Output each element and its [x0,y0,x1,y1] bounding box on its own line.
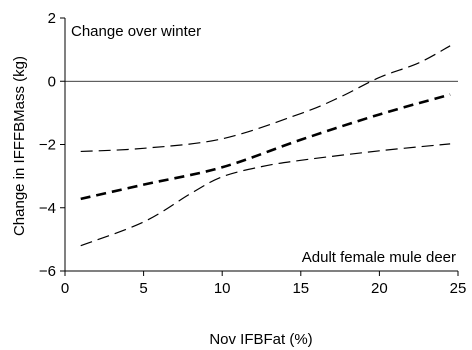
x-axis-label: Nov IFBFat (%) [209,331,312,348]
y-tick-label: −2 [39,137,56,154]
annotation-top-left: Change over winter [71,23,201,40]
y-tick-label: −6 [39,263,56,280]
upper-confidence-line [80,45,451,153]
x-tick-label: 25 [450,280,467,297]
lower-confidence-line [80,143,451,247]
x-tick-label: 10 [214,280,231,297]
y-ticks: −6 −4 −2 0 2 [39,10,65,280]
series-group [80,45,451,247]
x-ticks: 0 5 10 15 20 25 [61,271,467,297]
fitted-line [80,93,451,201]
x-tick-label: 20 [371,280,388,297]
y-tick-label: 0 [48,73,56,90]
x-tick-label: 5 [139,280,147,297]
y-tick-label: −4 [39,200,56,217]
x-tick-label: 15 [292,280,309,297]
y-axis-label: Change in IFFFBMass (kg) [11,56,28,236]
x-tick-label: 0 [61,280,69,297]
plot-area: 0 5 10 15 20 25 −6 −4 −2 0 2 [39,10,466,297]
y-tick-label: 2 [48,10,56,27]
annotation-bottom-right: Adult female mule deer [302,249,456,266]
